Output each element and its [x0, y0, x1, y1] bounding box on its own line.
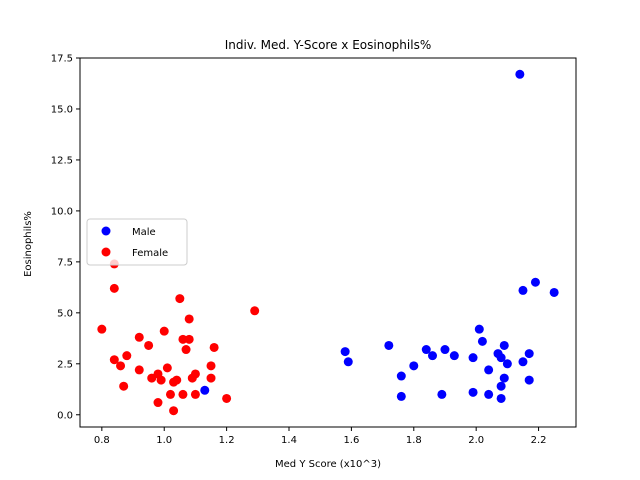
female-point — [222, 393, 232, 403]
legend-box — [86, 218, 188, 266]
legend-marker-male — [101, 226, 111, 236]
legend-marker-female — [101, 247, 111, 257]
y-tick-label: 2.5 — [57, 359, 73, 370]
chart-title: Indiv. Med. Y-Score x Eosinophils% — [225, 38, 431, 52]
y-axis-label: Eosinophils% — [23, 211, 34, 277]
male-point — [449, 351, 459, 361]
female-point — [159, 326, 169, 336]
female-point — [109, 355, 119, 365]
x-axis-label: Med Y Score (x10^3) — [275, 459, 381, 470]
female-point — [190, 389, 200, 399]
male-point — [428, 351, 438, 361]
female-point — [156, 375, 166, 385]
female-point — [178, 334, 188, 344]
y-tick-label: 10.0 — [51, 206, 73, 217]
x-tick-label: 2.2 — [531, 435, 547, 446]
female-point — [190, 369, 200, 379]
female-point — [97, 324, 107, 334]
male-point — [468, 387, 478, 397]
female-point — [119, 381, 129, 391]
male-point — [396, 391, 406, 401]
female-point — [116, 361, 126, 371]
male-point — [200, 385, 210, 395]
y-tick-label: 17.5 — [51, 54, 73, 65]
legend-label-male: Male — [132, 227, 156, 238]
female-point — [175, 294, 185, 304]
female-point — [206, 361, 216, 371]
female-point — [172, 375, 182, 385]
x-tick-label: 1.0 — [156, 435, 172, 446]
female-point — [162, 363, 172, 373]
male-point — [437, 389, 447, 399]
male-point — [343, 357, 353, 367]
legend: Male Female — [86, 218, 188, 266]
legend-label-female: Female — [132, 248, 168, 259]
female-point — [250, 306, 260, 316]
y-tick-label: 7.5 — [57, 257, 73, 268]
x-tick-label: 1.6 — [343, 435, 359, 446]
x-tick-label: 1.2 — [219, 435, 235, 446]
plot-area — [79, 57, 577, 428]
female-point — [184, 314, 194, 324]
male-point — [515, 69, 525, 79]
female-point — [169, 406, 179, 416]
female-point — [153, 398, 163, 408]
male-point — [502, 359, 512, 369]
male-point — [440, 345, 450, 355]
female-point — [134, 365, 144, 375]
male-point — [474, 324, 484, 334]
male-point — [340, 347, 350, 357]
male-point — [384, 340, 394, 350]
male-point — [496, 393, 506, 403]
y-axis: 0.0 2.5 5.0 7.5 10.0 12.5 15.0 17.5 — [51, 54, 80, 421]
male-point — [496, 353, 506, 363]
x-tick-label: 1.8 — [406, 435, 422, 446]
male-point — [499, 340, 509, 350]
female-point — [209, 342, 219, 352]
male-point — [484, 365, 494, 375]
female-point — [165, 389, 175, 399]
male-point — [518, 285, 528, 295]
female-point — [178, 389, 188, 399]
female-point — [109, 283, 119, 293]
female-point — [144, 340, 154, 350]
male-point — [484, 389, 494, 399]
y-tick-label: 15.0 — [51, 104, 73, 115]
points-layer — [97, 69, 559, 416]
plot-frame — [79, 57, 577, 428]
male-point — [496, 381, 506, 391]
y-tick-label: 0.0 — [57, 410, 73, 421]
male-point — [409, 361, 419, 371]
male-point — [518, 357, 528, 367]
female-point — [122, 351, 132, 361]
x-tick-label: 2.0 — [468, 435, 484, 446]
x-tick-label: 1.4 — [281, 435, 297, 446]
female-point — [181, 345, 191, 355]
male-point — [524, 349, 534, 359]
male-point — [530, 277, 540, 287]
male-point — [549, 287, 559, 297]
male-point — [421, 345, 431, 355]
x-tick-label: 0.8 — [94, 435, 110, 446]
female-point — [134, 332, 144, 342]
male-point — [499, 373, 509, 383]
male-point — [524, 375, 534, 385]
female-point — [206, 373, 216, 383]
y-tick-label: 12.5 — [51, 155, 73, 166]
x-axis: 0.8 1.0 1.2 1.4 1.6 1.8 2.0 2.2 — [94, 427, 547, 446]
male-point — [396, 371, 406, 381]
y-tick-label: 5.0 — [57, 308, 73, 319]
male-point — [477, 336, 487, 346]
male-point — [468, 353, 478, 363]
female-point — [184, 334, 194, 344]
